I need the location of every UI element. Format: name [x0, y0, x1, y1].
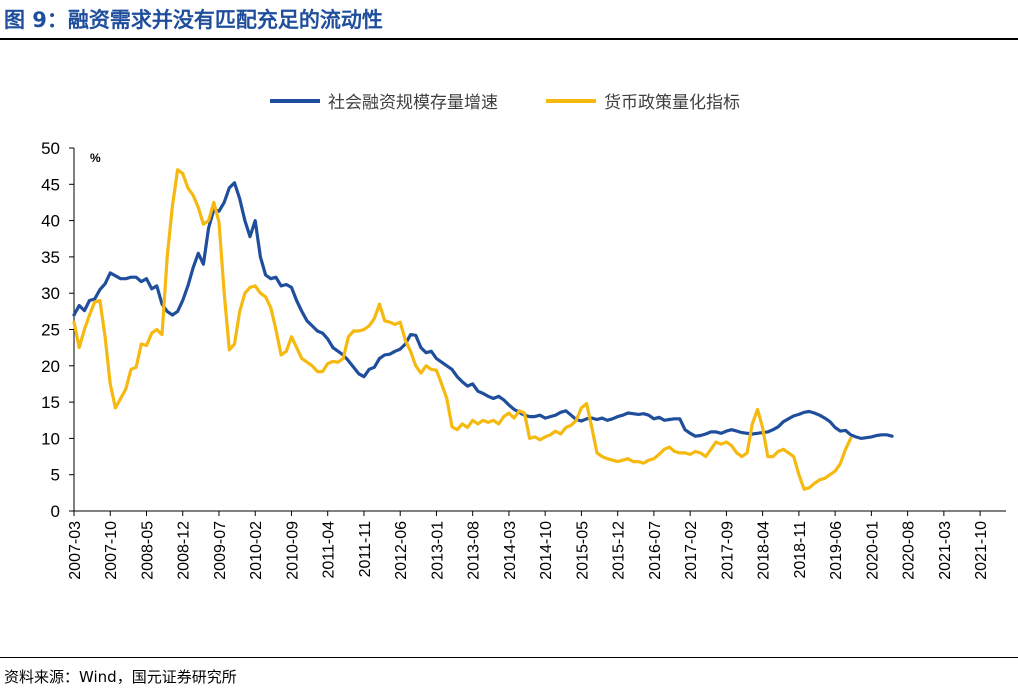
x-tick-label: 2011-04 — [321, 521, 338, 579]
x-tick-label: 2015-12 — [611, 521, 628, 580]
y-tick-label: 25 — [41, 321, 60, 340]
y-tick-label: 30 — [41, 284, 60, 303]
y-tick-label: 35 — [41, 248, 60, 267]
legend-label-social-financing: 社会融资规模存量增速 — [328, 93, 498, 112]
y-tick-label: 45 — [41, 175, 60, 194]
y-tick-label: 10 — [41, 429, 60, 448]
x-tick-label: 2020-01 — [864, 521, 881, 580]
figure-title: 图 9：融资需求并没有匹配充足的流动性 — [4, 8, 383, 32]
y-tick-label: 40 — [41, 212, 60, 231]
x-tick-label: 2014-10 — [538, 521, 555, 580]
x-tick-label: 2008-05 — [139, 521, 156, 580]
y-tick-label: 5 — [51, 466, 60, 485]
x-tick-label: 2007-10 — [103, 521, 120, 580]
x-tick-label: 2021-03 — [937, 521, 954, 580]
x-tick-label: 2012-06 — [393, 521, 410, 580]
x-tick-label: 2015-05 — [574, 521, 591, 580]
y-tick-label: 0 — [51, 502, 60, 521]
x-tick-label: 2013-08 — [466, 521, 483, 580]
line-chart: 社会融资规模存量增速 货币政策量化指标 % 0 5 10 15 20 25 30 35 40 45… — [41, 93, 1006, 580]
x-tick-label: 2013-01 — [429, 521, 446, 580]
x-tick-label: 2017-09 — [719, 521, 736, 580]
chart-legend: 社会融资规模存量增速 货币政策量化指标 — [270, 93, 740, 112]
x-axis: 2007-03 2007-10 2008-05 2008-12 2009-07 2010-… — [67, 510, 1006, 580]
x-tick-label: 2014-03 — [502, 521, 519, 580]
x-tick-label: 2017-02 — [683, 521, 700, 580]
y-tick-label: 20 — [41, 357, 60, 376]
legend-label-monetary-policy: 货币政策量化指标 — [604, 93, 740, 112]
x-tick-label: 2010-02 — [248, 521, 265, 580]
x-tick-label: 2010-09 — [284, 521, 301, 580]
source-note: 资料来源：Wind，国元证券研究所 — [4, 668, 237, 686]
series-layer — [72, 168, 894, 491]
x-tick-label: 2008-12 — [176, 521, 193, 580]
x-tick-label: 2018-11 — [792, 521, 809, 579]
x-tick-label: 2009-07 — [212, 521, 229, 580]
footer-rule — [0, 657, 1018, 658]
series-line-1 — [72, 168, 853, 491]
x-tick-label: 2021-10 — [973, 521, 990, 580]
y-axis: 0 5 10 15 20 25 30 35 40 45 50 — [41, 139, 75, 521]
y-tick-label: 15 — [41, 393, 60, 412]
y-axis-unit: % — [90, 151, 101, 165]
series-line-0 — [72, 181, 894, 440]
x-tick-label: 2019-06 — [828, 521, 845, 580]
x-tick-label: 2007-03 — [67, 521, 84, 580]
x-tick-label: 2020-08 — [901, 521, 918, 580]
x-tick-label: 2011-11 — [357, 521, 374, 577]
y-tick-label: 50 — [41, 139, 60, 158]
x-tick-label: 2016-07 — [647, 521, 664, 580]
title-rule — [0, 38, 1018, 40]
x-tick-label: 2018-04 — [756, 521, 773, 580]
